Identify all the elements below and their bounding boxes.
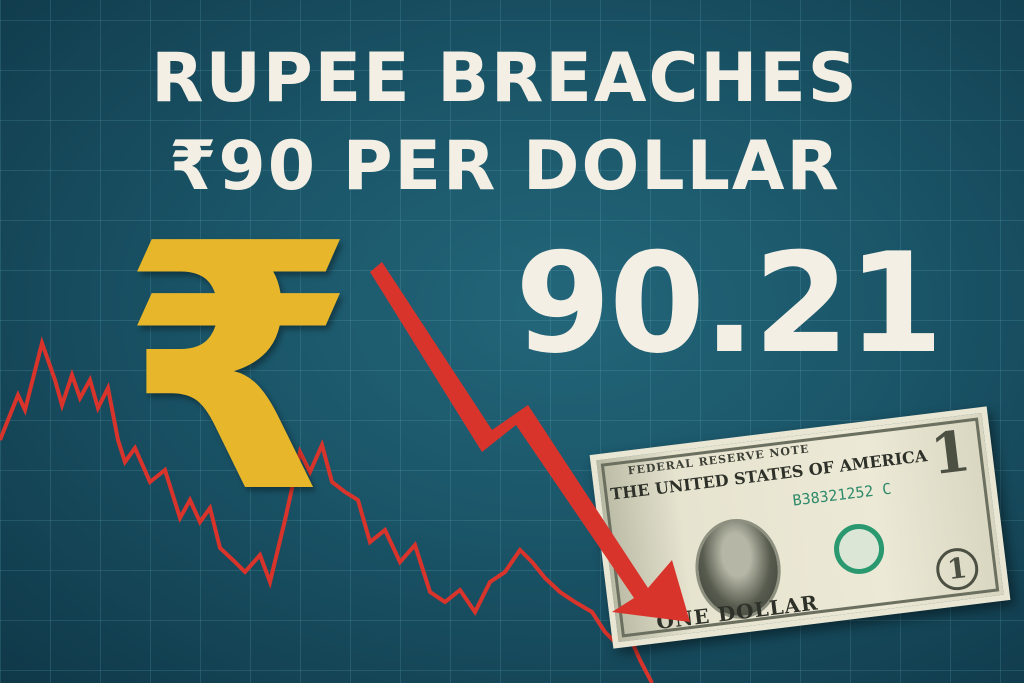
rupee-symbol-icon: ₹ (120, 172, 357, 568)
falling-trend-line (0, 336, 654, 683)
exchange-rate: 90.21 (515, 223, 944, 384)
headline-line-1: RUPEE BREACHES (151, 39, 859, 118)
headline-line-2: ₹90 PER DOLLAR (169, 127, 841, 206)
down-arrow-icon (370, 262, 690, 622)
